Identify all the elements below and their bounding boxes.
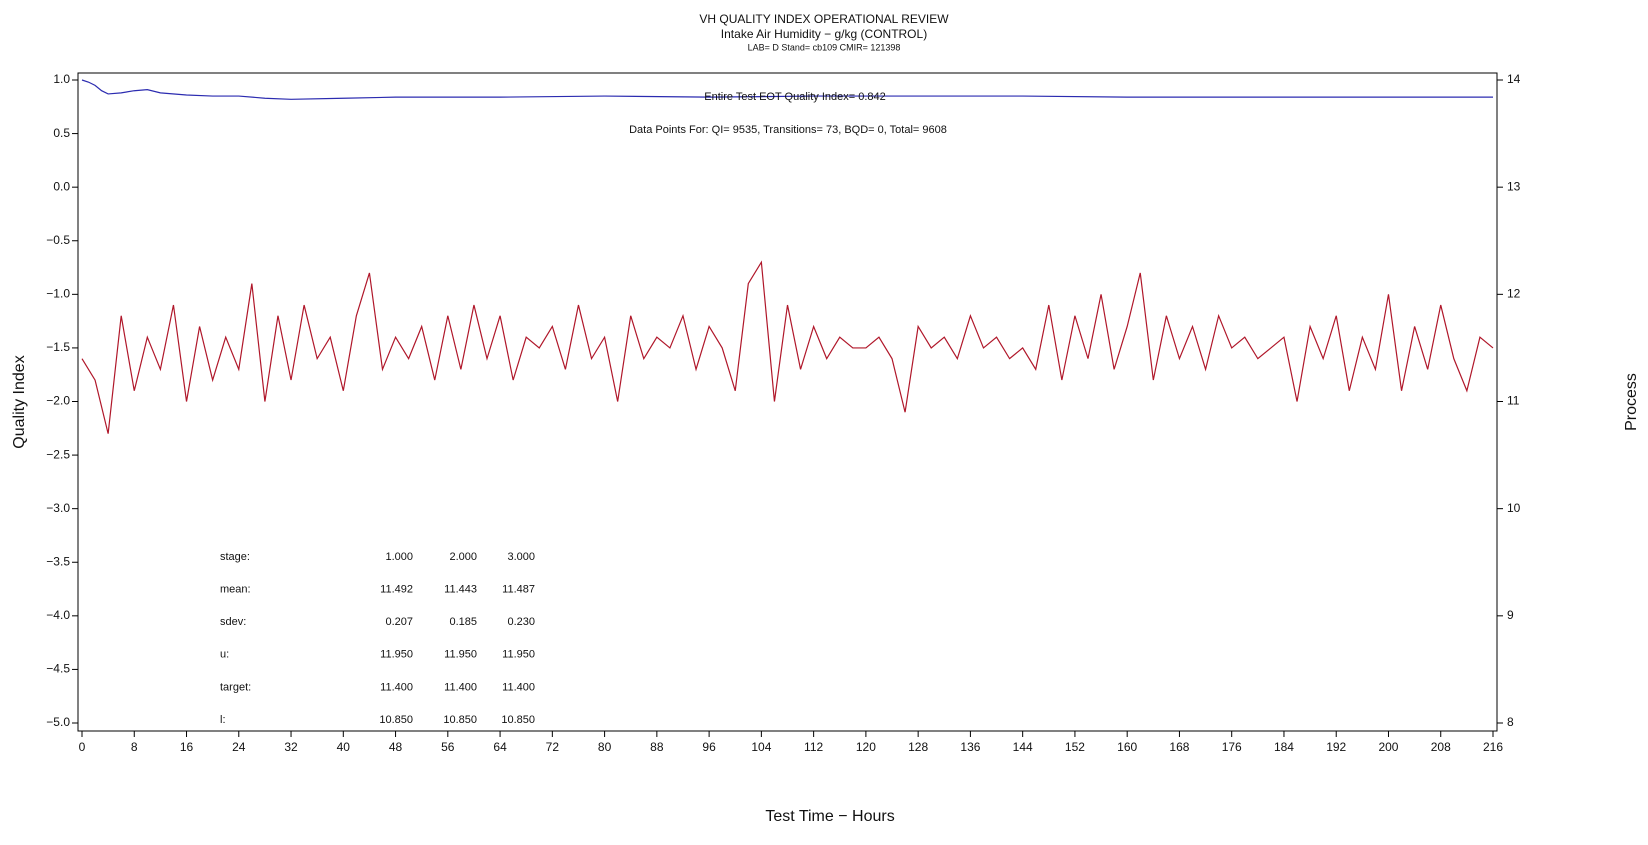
x-tick-label: 208	[1431, 740, 1451, 754]
y2-axis-label: Process	[1623, 373, 1640, 431]
stats-cell: 11.443	[444, 584, 477, 596]
x-tick-label: 56	[441, 740, 455, 754]
stats-cell: 0.185	[449, 616, 477, 628]
y-tick-label: −1.5	[46, 340, 70, 354]
x-tick-label: 168	[1169, 740, 1189, 754]
x-tick-label: 0	[79, 740, 86, 754]
y-tick-label: 1.0	[53, 72, 70, 86]
x-tick-label: 64	[493, 740, 507, 754]
y-tick-label: 0.5	[53, 126, 70, 140]
y-tick-label: 0.0	[53, 179, 70, 193]
annotation: Entire Test EOT Quality Index= 0.842	[704, 91, 886, 103]
y2-tick-label: 12	[1507, 287, 1521, 301]
x-tick-label: 8	[131, 740, 138, 754]
y2-tick-label: 14	[1507, 72, 1521, 86]
stats-cell: 11.950	[380, 649, 413, 661]
y-tick-label: −0.5	[46, 233, 70, 247]
stats-cell: 11.400	[444, 681, 477, 693]
y2-tick-label: 10	[1507, 501, 1521, 515]
stats-cell: mean:	[220, 584, 251, 596]
stats-cell: 10.850	[379, 714, 413, 726]
y-tick-label: −3.0	[46, 501, 70, 515]
plot-frame	[77, 72, 1498, 732]
x-tick-label: 152	[1065, 740, 1085, 754]
stats-cell: 0.230	[507, 616, 535, 628]
stats-cell: 11.950	[444, 649, 477, 661]
x-tick-label: 72	[546, 740, 560, 754]
stats-cell: 2.000	[449, 551, 477, 563]
y-tick-label: −4.0	[46, 608, 70, 622]
y-tick-label: −3.5	[46, 554, 70, 568]
stats-cell: 11.950	[502, 649, 535, 661]
x-tick-label: 200	[1378, 740, 1398, 754]
x-tick-label: 192	[1326, 740, 1346, 754]
chart-title: VH QUALITY INDEX OPERATIONAL REVIEW	[699, 12, 949, 26]
x-tick-label: 136	[960, 740, 980, 754]
x-tick-label: 104	[751, 740, 771, 754]
x-tick-label: 128	[908, 740, 928, 754]
stats-cell: u:	[220, 649, 229, 661]
stats-cell: target:	[220, 681, 251, 693]
x-tick-label: 16	[180, 740, 194, 754]
y2-tick-label: 8	[1507, 715, 1514, 729]
y-tick-label: −5.0	[46, 715, 70, 729]
y-tick-label: −4.5	[46, 662, 70, 676]
stats-cell: 0.207	[385, 616, 413, 628]
stats-cell: 1.000	[385, 551, 413, 563]
y-tick-label: −2.0	[46, 394, 70, 408]
stats-cell: 11.400	[502, 681, 535, 693]
x-tick-label: 176	[1222, 740, 1242, 754]
series-line	[81, 260, 1494, 434]
series-line	[81, 79, 1493, 100]
x-tick-label: 80	[598, 740, 612, 754]
stats-cell: 10.850	[443, 714, 477, 726]
stats-cell: sdev:	[220, 616, 246, 628]
x-axis-label: Test Time − Hours	[765, 808, 894, 825]
annotation: Data Points For: QI= 9535, Transitions= …	[629, 124, 947, 136]
x-tick-label: 96	[702, 740, 716, 754]
y-axis-label: Quality Index	[11, 355, 28, 448]
stats-cell: stage:	[220, 551, 250, 563]
x-tick-label: 120	[856, 740, 876, 754]
x-tick-label: 88	[650, 740, 664, 754]
y2-tick-label: 13	[1507, 179, 1521, 193]
stats-cell: 11.492	[380, 584, 413, 596]
stats-cell: l:	[220, 714, 226, 726]
x-tick-label: 48	[389, 740, 403, 754]
y2-tick-label: 9	[1507, 608, 1514, 622]
x-tick-label: 144	[1013, 740, 1033, 754]
x-tick-label: 40	[337, 740, 351, 754]
x-tick-label: 160	[1117, 740, 1137, 754]
stats-cell: 3.000	[507, 551, 535, 563]
chart-subtitle: Intake Air Humidity − g/kg (CONTROL)	[721, 27, 927, 41]
x-tick-label: 32	[284, 740, 298, 754]
x-tick-label: 112	[804, 740, 823, 754]
chart-subtitle2: LAB= D Stand= cb109 CMIR= 121398	[748, 42, 901, 52]
y-tick-label: −2.5	[46, 447, 70, 461]
stats-cell: 11.400	[380, 681, 413, 693]
stats-cell: 11.487	[502, 584, 535, 596]
x-tick-label: 24	[232, 740, 246, 754]
x-tick-label: 184	[1274, 740, 1294, 754]
y2-tick-label: 11	[1507, 394, 1520, 408]
stats-cell: 10.850	[501, 714, 535, 726]
x-tick-label: 216	[1483, 740, 1503, 754]
y-tick-label: −1.0	[46, 287, 70, 301]
